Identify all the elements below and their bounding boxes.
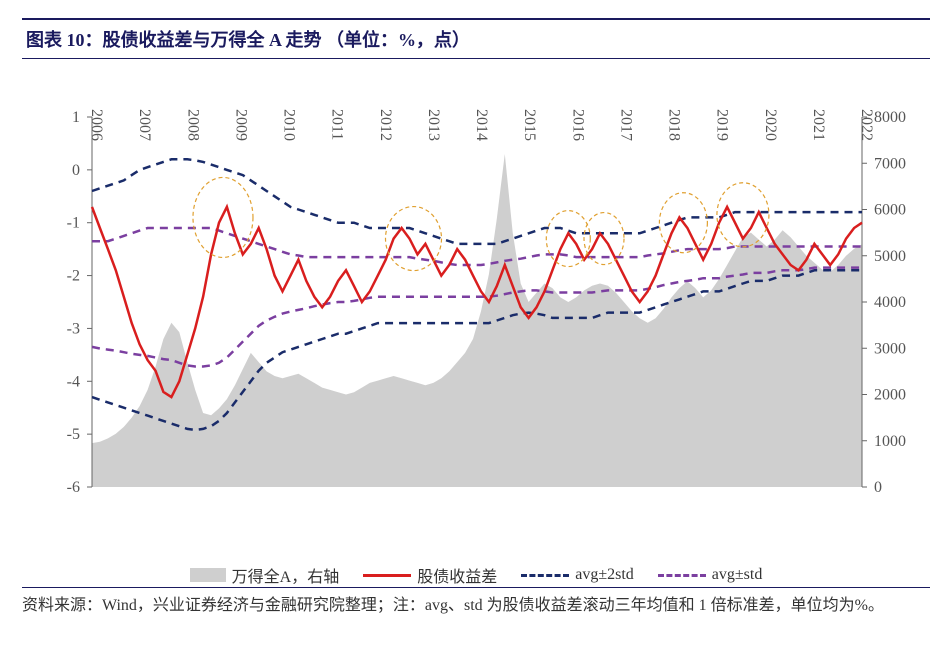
legend-band2-swatch <box>521 574 569 577</box>
svg-text:2009: 2009 <box>232 109 249 141</box>
svg-text:2014: 2014 <box>473 109 490 141</box>
svg-text:2019: 2019 <box>714 109 731 141</box>
svg-text:2015: 2015 <box>521 109 538 141</box>
svg-text:2011: 2011 <box>329 109 346 140</box>
svg-text:-3: -3 <box>67 320 80 337</box>
chart-title: 图表 10：股债收益差与万得全 A 走势 （单位：%，点） <box>22 18 930 59</box>
svg-text:1: 1 <box>72 109 80 126</box>
legend-main: 股债收益差 <box>363 563 497 587</box>
plot-area: -6 -5 -4 -3 -2 -1 0 1 0 1000 2000 3000 4000 5000 6000 7… <box>22 67 930 557</box>
svg-text:5000: 5000 <box>874 248 906 265</box>
area-series <box>92 154 862 487</box>
chart-svg: -6 -5 -4 -3 -2 -1 0 1 0 1000 2000 3000 4000 5000 6000 7… <box>22 67 930 557</box>
svg-text:0: 0 <box>874 479 882 496</box>
svg-text:2010: 2010 <box>281 109 298 141</box>
svg-text:-4: -4 <box>67 373 80 390</box>
legend-band2-label: avg±2std <box>575 566 634 584</box>
svg-text:8000: 8000 <box>874 109 906 126</box>
legend-area-label: 万得全A，右轴 <box>232 563 340 587</box>
svg-text:2020: 2020 <box>762 109 779 141</box>
svg-text:2021: 2021 <box>810 109 827 141</box>
legend-area: 万得全A，右轴 <box>190 563 340 587</box>
svg-text:7000: 7000 <box>874 155 906 172</box>
svg-text:-6: -6 <box>67 479 80 496</box>
legend: 万得全A，右轴 股债收益差 avg±2std avg±std <box>22 563 930 587</box>
svg-text:2017: 2017 <box>617 109 634 141</box>
legend-area-swatch <box>190 568 226 582</box>
svg-text:2008: 2008 <box>184 109 201 141</box>
svg-text:2000: 2000 <box>874 387 906 404</box>
svg-text:2012: 2012 <box>377 109 394 141</box>
svg-text:0: 0 <box>72 162 80 179</box>
svg-text:6000: 6000 <box>874 202 906 219</box>
svg-text:3000: 3000 <box>874 340 906 357</box>
footer-note: 资料来源：Wind，兴业证券经济与金融研究院整理；注：avg、std 为股债收益… <box>22 587 930 618</box>
legend-band1: avg±std <box>658 566 763 584</box>
svg-text:2018: 2018 <box>666 109 683 141</box>
svg-text:2022: 2022 <box>858 109 875 141</box>
svg-text:-5: -5 <box>67 426 80 443</box>
svg-text:4000: 4000 <box>874 294 906 311</box>
legend-band1-swatch <box>658 574 706 577</box>
svg-text:1000: 1000 <box>874 433 906 450</box>
legend-band1-label: avg±std <box>712 566 763 584</box>
svg-text:-1: -1 <box>67 215 80 232</box>
svg-text:2013: 2013 <box>425 109 442 141</box>
svg-text:2006: 2006 <box>88 109 105 141</box>
legend-band2: avg±2std <box>521 566 634 584</box>
svg-text:-2: -2 <box>67 268 80 285</box>
svg-text:2016: 2016 <box>569 109 586 141</box>
svg-text:2007: 2007 <box>136 109 153 141</box>
legend-main-swatch <box>363 574 411 577</box>
band2_upper_left_axis <box>92 159 862 244</box>
legend-main-label: 股债收益差 <box>417 563 497 587</box>
